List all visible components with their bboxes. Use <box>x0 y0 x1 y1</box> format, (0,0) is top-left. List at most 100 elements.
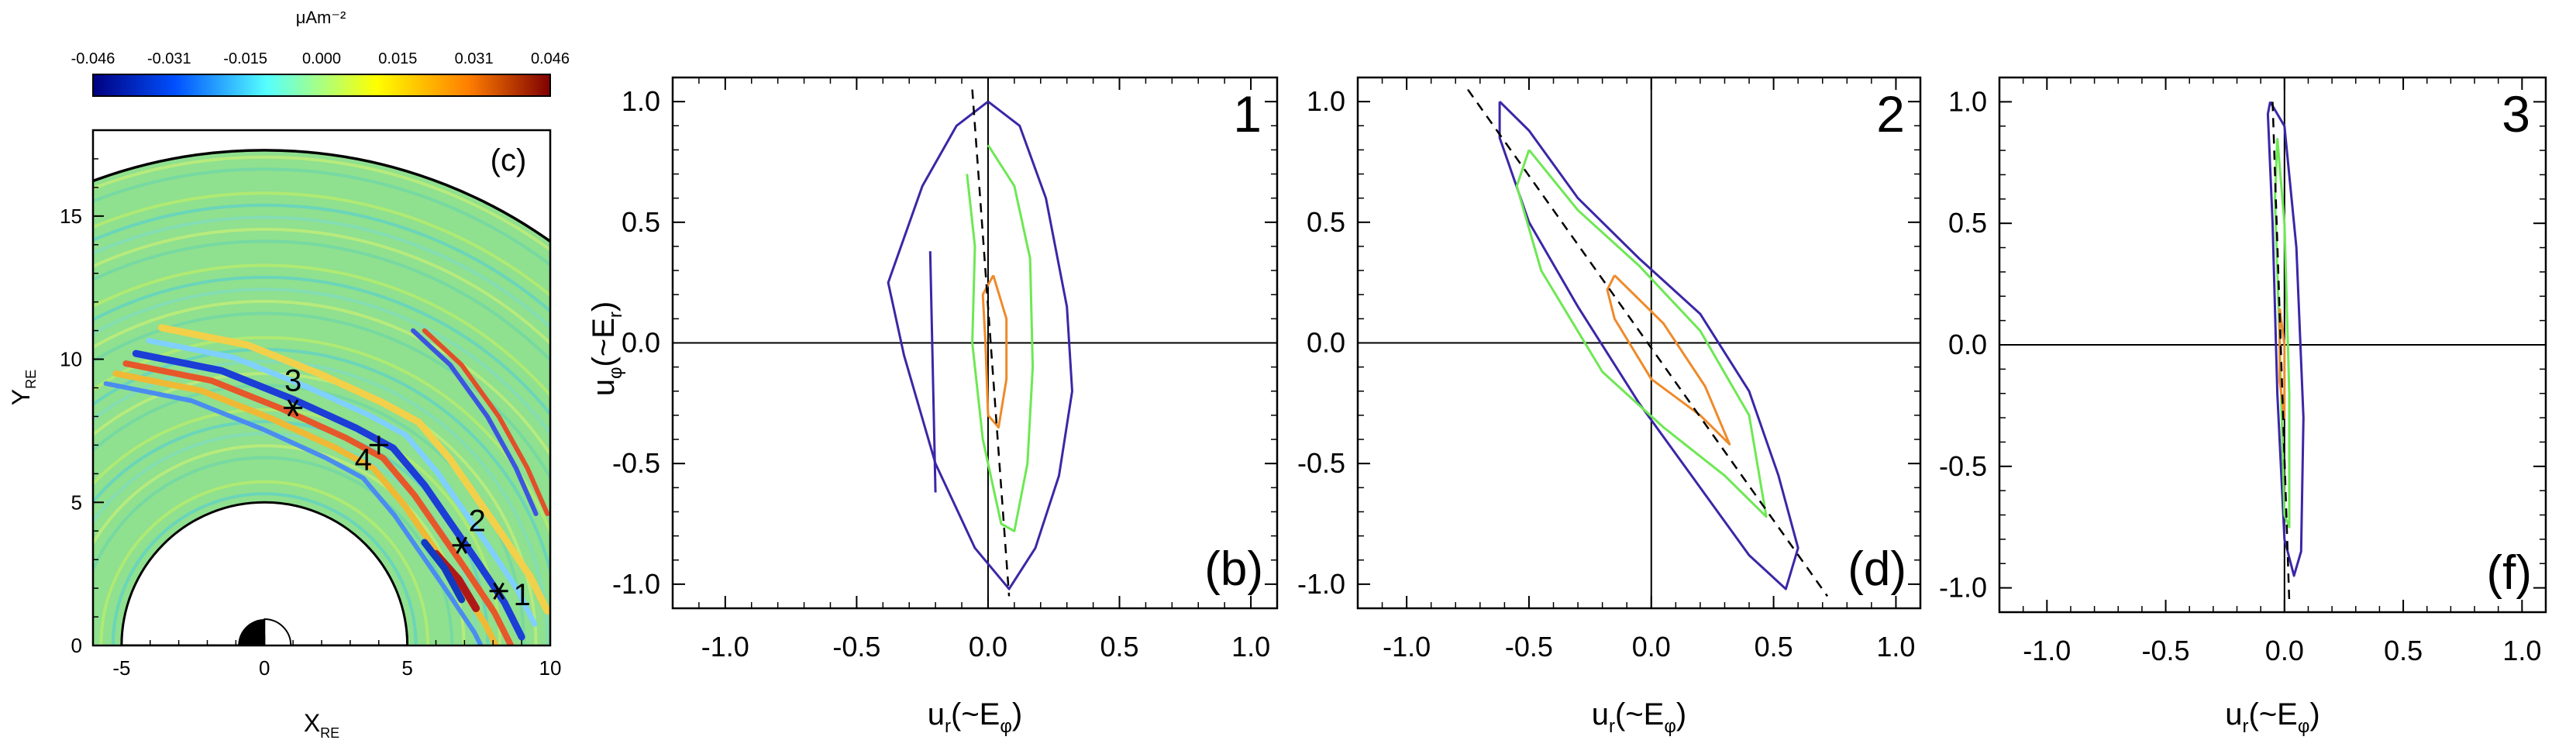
x-tick-label: -1.0 <box>1383 631 1431 663</box>
asterisk-stroke <box>287 399 299 417</box>
earth-night-side <box>238 619 265 645</box>
colorbar-tick-labels: -0.046 -0.031 -0.015 0.000 0.015 0.031 0.046 <box>71 50 570 67</box>
ripple-arc <box>93 263 550 398</box>
panel-number: 1 <box>1233 85 1262 143</box>
colorbar-tick-label: -0.015 <box>223 50 267 67</box>
panel-c: μAm⁻² -0.046 -0.031 -0.015 0.000 0.015 0.031 0… <box>7 8 570 741</box>
x-tick-label: 1.0 <box>1231 631 1270 663</box>
point-marker-2 <box>452 536 471 554</box>
current-band <box>421 539 466 604</box>
ripple-arc <box>93 179 550 282</box>
y-tick-label: -1.0 <box>612 568 660 600</box>
y-tick-label: 0.0 <box>1307 327 1345 359</box>
contour-series-1 <box>887 100 1073 590</box>
panel-label: (d) <box>1848 542 1906 596</box>
ripple-arc <box>93 396 514 645</box>
panel-f-hodogram: -1.0 -0.5 0.0 0.5 1.0 -1.0 -0.5 0.0 0.5 1.0 3 (f) ur… <box>1939 76 2547 737</box>
ripple-arc <box>99 480 430 645</box>
ripple-arc <box>93 324 550 507</box>
earth-day-side <box>263 618 292 645</box>
x-tick-label: 0.5 <box>1755 631 1793 663</box>
x-tick-label: 5 <box>401 656 412 680</box>
asterisk-stroke <box>456 536 467 554</box>
x-tick-label: -0.5 <box>2142 635 2190 666</box>
panel-number: 2 <box>1876 85 1905 143</box>
panel-c-label: (c) <box>491 143 527 177</box>
ripple-arc <box>93 251 550 380</box>
y-tick-label: 0.5 <box>622 206 660 238</box>
colorbar-tick-label: 0.046 <box>531 50 570 67</box>
current-band <box>422 328 550 517</box>
current-band <box>411 328 539 517</box>
current-band <box>122 360 515 645</box>
fit-line <box>971 89 1011 597</box>
ripple-arc <box>93 275 550 417</box>
y-tick-label: 0 <box>71 634 82 657</box>
panel-b-hodogram: -1.0 -0.5 0.0 0.5 1.0 -1.0 -0.5 0.0 0.5 1.0 1 (b) ur… <box>587 76 1279 737</box>
y-tick-label: 0.5 <box>1948 207 1987 239</box>
x-tick-label: 0.0 <box>1632 631 1671 663</box>
panel-number: 3 <box>2502 85 2530 143</box>
x-axis-label: ur(~Eφ) <box>2225 697 2320 737</box>
outer-boundary <box>93 149 550 243</box>
y-tick-label: -0.5 <box>1939 450 1987 482</box>
fit-line <box>1467 88 1829 597</box>
panel-c-xlabel: XRE <box>304 709 339 741</box>
x-tick-label: 0.5 <box>1100 631 1138 663</box>
panel-c-axis-ticks: -5 0 5 10 0 5 10 15 <box>60 129 562 680</box>
contour-series-2 <box>2278 308 2286 419</box>
point-label-3: 3 <box>284 363 301 398</box>
contour-series-0 <box>1498 101 1799 590</box>
y-tick-label: 15 <box>60 205 82 228</box>
y-tick-label: 10 <box>60 348 82 371</box>
ripple-arc <box>93 287 550 437</box>
x-tick-label: -1.0 <box>2023 635 2071 666</box>
contour-series-0 <box>928 251 937 493</box>
y-tick-label: 1.0 <box>1307 85 1345 117</box>
x-tick-label: 1.0 <box>2502 635 2541 666</box>
panel-label: (f) <box>2486 546 2532 600</box>
ripple-arc <box>93 167 550 267</box>
panel-d-hodogram: -1.0 -0.5 0.0 0.5 1.0 -1.0 -0.5 0.0 0.5 1.0 2 (d) ur… <box>1297 76 1922 737</box>
x-tick-label: 10 <box>539 656 562 680</box>
x-tick-label: -5 <box>112 656 130 680</box>
x-axis-label: ur(~Eφ) <box>928 697 1023 737</box>
ripple-arc <box>111 492 418 645</box>
fit-line <box>2271 102 2291 601</box>
colorbar-tick-label: -0.046 <box>71 50 115 67</box>
panel-label: (b) <box>1204 542 1263 596</box>
colorbar <box>92 74 551 97</box>
current-band <box>103 380 484 645</box>
current-band <box>132 349 525 641</box>
x-tick-label: -0.5 <box>832 631 880 663</box>
x-axis-label: ur(~Eφ) <box>1592 697 1687 737</box>
ripple-arc <box>93 372 538 645</box>
y-tick-label: -0.5 <box>1297 447 1345 479</box>
y-tick-label: -1.0 <box>1297 568 1345 600</box>
colorbar-tick-label: 0.031 <box>455 50 494 67</box>
contour-series-0 <box>2266 101 2305 577</box>
asterisk-stroke <box>493 582 505 600</box>
ripple-arc <box>93 408 502 645</box>
point-label-2: 2 <box>469 504 486 539</box>
x-tick-label: 1.0 <box>1876 631 1915 663</box>
y-tick-label: -1.0 <box>1939 572 1987 604</box>
y-tick-label: 0.0 <box>1948 329 1987 360</box>
y-axis-label: uφ(~Er) <box>587 301 626 397</box>
y-tick-label: 0.5 <box>1307 206 1345 238</box>
contour-series-3 <box>981 274 1008 429</box>
panel-c-points: 1 2 3 4 <box>284 363 531 612</box>
panel-c-ylabel: YRE <box>7 370 39 405</box>
point-label-1: 1 <box>514 578 531 612</box>
point-marker-3 <box>284 399 303 417</box>
inner-boundary <box>120 501 409 645</box>
ripple-arc <box>93 456 454 645</box>
ripple-arc <box>93 215 550 329</box>
ripple-arc <box>93 312 550 480</box>
x-tick-label: 0.0 <box>969 631 1007 663</box>
y-tick-label: 1.0 <box>1948 85 1987 117</box>
point-marker-1 <box>489 582 508 600</box>
ripple-arc <box>93 191 550 298</box>
x-tick-label: 0.5 <box>2384 635 2423 666</box>
